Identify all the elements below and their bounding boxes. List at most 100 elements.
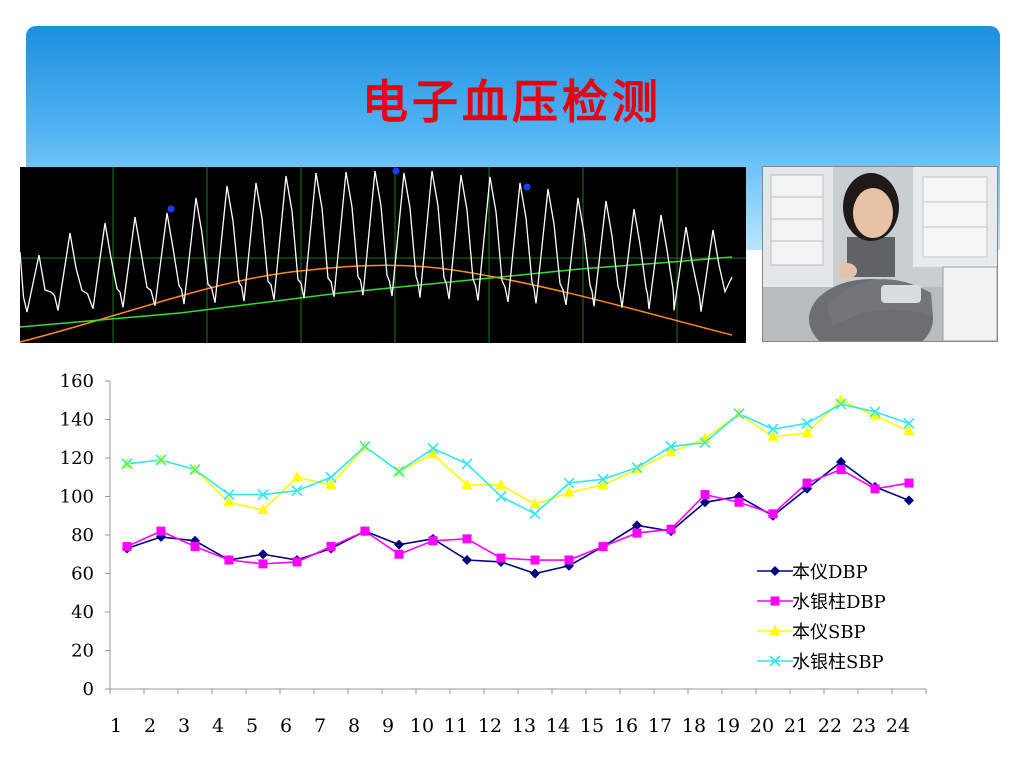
series-line-3 xyxy=(126,399,910,511)
x-tick-label: 8 xyxy=(348,715,360,737)
data-point-series-4 xyxy=(869,406,881,418)
data-point-series-3 xyxy=(665,446,677,457)
data-point-series-4 xyxy=(291,485,303,497)
data-point-series-3 xyxy=(325,478,337,489)
series-line-2 xyxy=(126,468,910,565)
waveform-marker xyxy=(392,167,400,175)
x-tick-label: 10 xyxy=(410,715,434,737)
data-point-series-2 xyxy=(122,542,132,552)
patient-photo-illustration xyxy=(763,167,997,341)
slide-title: 电子血压检测 xyxy=(362,75,662,129)
data-point-series-4 xyxy=(903,417,915,429)
y-tick-label: 140 xyxy=(60,410,94,431)
data-point-series-2 xyxy=(428,536,438,546)
data-point-series-4 xyxy=(325,471,337,483)
x-tick-label: 11 xyxy=(444,715,468,737)
data-point-series-1 xyxy=(632,520,642,531)
data-point-series-1 xyxy=(530,568,540,579)
data-point-series-3 xyxy=(461,478,473,489)
data-point-series-4 xyxy=(733,408,745,420)
data-point-series-2 xyxy=(394,549,404,559)
x-tick-label: 23 xyxy=(852,715,876,737)
data-point-series-4 xyxy=(563,477,575,489)
data-point-series-3 xyxy=(801,426,813,437)
data-point-series-4 xyxy=(801,417,813,429)
data-point-series-4 xyxy=(223,489,235,501)
data-point-series-3 xyxy=(903,425,915,436)
x-tick-label: 15 xyxy=(580,715,604,737)
data-point-series-2 xyxy=(734,497,744,507)
data-point-series-2 xyxy=(768,509,778,519)
data-point-series-2 xyxy=(564,555,574,565)
data-point-series-2 xyxy=(156,526,166,536)
data-point-series-4 xyxy=(665,440,677,453)
x-tick-label: 22 xyxy=(818,715,842,737)
x-tick-label: 7 xyxy=(314,715,326,737)
trend-line-curve xyxy=(20,256,733,328)
data-point-series-2 xyxy=(904,478,914,488)
cuff-pressure-curve xyxy=(20,264,733,343)
data-point-series-2 xyxy=(360,526,370,536)
data-point-series-3 xyxy=(767,430,779,441)
data-point-series-4 xyxy=(597,473,609,485)
data-point-series-1 xyxy=(802,483,812,494)
legend-swatch-marker xyxy=(770,596,780,606)
x-tick-label: 13 xyxy=(512,715,536,737)
x-tick-label: 19 xyxy=(716,715,740,737)
data-point-series-2 xyxy=(258,559,268,569)
data-point-series-4 xyxy=(767,423,779,435)
data-point-series-4 xyxy=(529,508,541,520)
y-tick-label: 120 xyxy=(60,448,94,469)
data-point-series-3 xyxy=(291,471,303,482)
legend-label: 本仪SBP xyxy=(792,622,866,643)
y-tick-label: 60 xyxy=(71,564,94,585)
legend-label: 水银柱SBP xyxy=(792,652,884,673)
x-tick-label: 16 xyxy=(614,715,638,737)
data-point-series-2 xyxy=(496,553,506,563)
data-point-series-4 xyxy=(359,440,371,453)
x-tick-label: 17 xyxy=(648,715,672,737)
data-point-series-4 xyxy=(461,458,473,470)
data-point-series-3 xyxy=(427,448,439,459)
y-tick-label: 80 xyxy=(71,525,94,546)
x-tick-label: 14 xyxy=(546,715,570,737)
x-tick-label: 5 xyxy=(246,715,258,737)
legend-swatch-marker xyxy=(769,655,781,667)
data-point-series-1 xyxy=(700,497,710,508)
data-point-series-4 xyxy=(699,437,711,449)
data-point-series-2 xyxy=(462,534,472,544)
data-point-series-4 xyxy=(427,442,439,454)
x-tick-label: 6 xyxy=(280,715,292,737)
data-point-series-4 xyxy=(189,463,201,476)
data-point-series-4 xyxy=(495,490,507,503)
data-point-series-1 xyxy=(564,560,574,571)
x-tick-label: 2 xyxy=(144,715,156,737)
data-point-series-4 xyxy=(393,465,405,478)
x-tick-label: 18 xyxy=(682,715,706,737)
data-point-series-2 xyxy=(802,478,812,488)
x-tick-label: 1 xyxy=(110,715,122,737)
y-tick-label: 40 xyxy=(71,602,94,623)
data-point-series-1 xyxy=(462,555,472,566)
series-line-4 xyxy=(126,403,910,515)
data-point-series-4 xyxy=(155,454,167,466)
data-point-series-1 xyxy=(836,456,846,467)
data-point-series-2 xyxy=(700,490,710,500)
data-point-series-1 xyxy=(904,495,914,506)
data-point-series-3 xyxy=(563,486,575,497)
data-point-series-2 xyxy=(292,557,302,567)
waveform-svg xyxy=(20,167,746,343)
legend-label: 本仪DBP xyxy=(792,562,868,583)
y-tick-label: 160 xyxy=(60,371,94,392)
data-point-series-4 xyxy=(631,462,643,474)
data-point-series-1 xyxy=(258,549,268,560)
waveform-grid xyxy=(20,167,746,343)
series-line-1 xyxy=(126,460,910,575)
data-point-series-1 xyxy=(394,539,404,550)
data-point-series-2 xyxy=(530,555,540,565)
data-point-series-1 xyxy=(156,531,166,542)
y-tick-label: 100 xyxy=(60,487,94,508)
data-point-series-2 xyxy=(224,555,234,565)
data-point-series-4 xyxy=(121,458,133,470)
